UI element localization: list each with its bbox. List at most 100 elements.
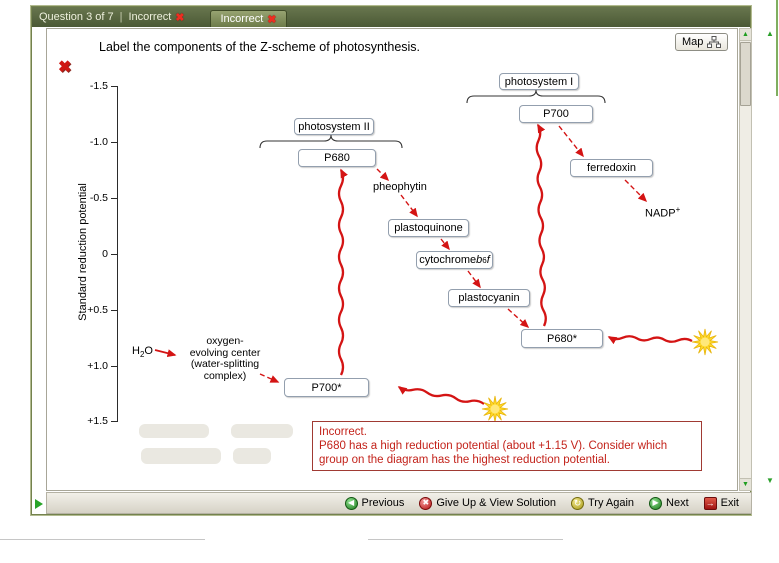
scroll-down-button[interactable]: ▼ <box>740 478 751 490</box>
y-tick <box>111 254 118 255</box>
y-tick <box>111 366 118 367</box>
titlebar-separator: | <box>119 11 123 23</box>
water-h: H <box>132 345 140 357</box>
feedback-body: P680 has a high reduction potential (abo… <box>319 440 668 466</box>
y-tick <box>111 142 118 143</box>
give-up-button[interactable]: ✖ Give Up & View Solution <box>419 496 556 510</box>
previous-label: Previous <box>361 497 405 509</box>
try-again-icon: ↻ <box>570 496 584 510</box>
answer-blank[interactable] <box>233 448 271 464</box>
y-tick-label: +1.0 <box>87 360 108 372</box>
label-box-plastocyanin[interactable]: plastocyanin <box>448 289 530 307</box>
player-toolbar: ◀ Previous ✖ Give Up & View Solution ↻ T… <box>46 492 752 514</box>
page-artifact <box>368 539 563 540</box>
eflow-p680-pheophytin <box>376 168 390 182</box>
next-button[interactable]: ▶ Next <box>649 496 689 510</box>
map-orgchart-icon <box>707 36 722 48</box>
excitation-arrow-ps1 <box>535 123 547 327</box>
oec-line: complex) <box>203 369 247 382</box>
label-box-p680-excited[interactable]: P680* <box>521 329 603 348</box>
oec-line: oxygen- <box>206 335 244 347</box>
oec-line: evolving center <box>189 346 261 359</box>
exit-icon: → <box>703 496 717 510</box>
cytochrome-sub: 6 <box>482 255 487 265</box>
light-arrow-right <box>607 335 693 345</box>
y-axis-line <box>117 86 118 421</box>
question-incorrect-x-icon: ✖ <box>58 59 72 76</box>
photosystem1-brace <box>466 89 606 104</box>
label-box-plastoquinone[interactable]: plastoquinone <box>388 219 469 237</box>
cytochrome-text: cytochrome <box>419 254 477 266</box>
sun-icon-right <box>691 328 719 356</box>
scroll-down-icon: ▼ <box>742 481 749 488</box>
exit-label: Exit <box>720 497 739 509</box>
tab-label: Incorrect <box>220 13 264 25</box>
eflow-pc-p680star <box>507 308 530 329</box>
nadp-text: NADP <box>645 207 676 220</box>
page-artifact <box>776 0 778 96</box>
sun-icon-left <box>481 395 509 423</box>
question-counter: Question 3 of 7 <box>39 11 114 23</box>
cytochrome-b: b <box>476 254 483 266</box>
play-indicator-icon <box>35 499 43 509</box>
player-window: Question 3 of 7 | Incorrect ✖ Incorrect … <box>31 6 752 515</box>
y-tick-label: -1.5 <box>89 80 108 92</box>
photosystem2-brace <box>259 134 403 149</box>
water-arrow <box>154 349 177 358</box>
incorrect-x-icon: ✖ <box>175 11 185 24</box>
water-o: O <box>144 345 153 357</box>
excitation-arrow-ps2 <box>337 168 348 376</box>
feedback-heading: Incorrect. <box>319 426 367 438</box>
cytochrome-f: f <box>486 254 490 266</box>
label-box-photosystem2[interactable]: photosystem II <box>294 118 374 135</box>
nadp-label: NADP+ <box>645 205 680 220</box>
label-box-p700[interactable]: P700 <box>519 105 593 123</box>
scroll-thumb[interactable] <box>740 42 751 106</box>
scroll-up-button[interactable]: ▲ <box>740 29 751 41</box>
y-tick-label: -0.5 <box>89 192 108 204</box>
question-prompt: Label the components of the Z-scheme of … <box>99 40 421 54</box>
outer-scroll-up-icon: ▲ <box>766 29 774 38</box>
water-label: H2O <box>132 345 153 359</box>
y-tick-label: +0.5 <box>87 304 108 316</box>
label-box-ferredoxin[interactable]: ferredoxin <box>570 159 653 177</box>
titlebar: Question 3 of 7 | Incorrect ✖ Incorrect … <box>32 7 750 27</box>
question-stage: Label the components of the Z-scheme of … <box>46 28 738 491</box>
next-label: Next <box>666 497 689 509</box>
oxygen-evolving-center-label: oxygen- evolving center (water-splitting… <box>173 335 277 382</box>
y-tick <box>111 310 118 311</box>
y-tick <box>111 198 118 199</box>
question-status: Incorrect <box>128 11 172 23</box>
pheophytin-label: pheophytin <box>373 181 427 193</box>
eflow-pheophytin-pq <box>400 194 418 218</box>
give-up-icon: ✖ <box>419 496 433 510</box>
exit-button[interactable]: → Exit <box>703 496 739 510</box>
y-tick <box>111 86 118 87</box>
y-tick <box>111 421 118 422</box>
y-tick-label: -1.0 <box>89 136 108 148</box>
map-button[interactable]: Map <box>675 33 729 51</box>
answer-blank[interactable] <box>139 424 209 438</box>
label-box-photosystem1[interactable]: photosystem I <box>499 73 579 90</box>
y-tick-label: 0 <box>102 248 108 260</box>
previous-button[interactable]: ◀ Previous <box>344 496 405 510</box>
try-again-label: Try Again <box>587 497 635 509</box>
oec-line: (water-splitting <box>190 358 260 370</box>
feedback-box: Incorrect. P680 has a high reduction pot… <box>312 421 702 471</box>
answer-blank[interactable] <box>141 448 221 464</box>
y-tick-label: +1.5 <box>87 415 108 427</box>
try-again-button[interactable]: ↻ Try Again <box>570 496 635 510</box>
eflow-p700-ferredoxin <box>558 125 584 158</box>
tab-incorrect-x-icon: ✖ <box>267 13 277 26</box>
label-box-p700-excited[interactable]: P700* <box>284 378 369 397</box>
label-box-p680[interactable]: P680 <box>298 149 376 167</box>
scrollbar: ▲ ▼ <box>739 28 752 491</box>
tab-incorrect-item[interactable]: Incorrect ✖ <box>210 10 287 27</box>
outer-scroll-down-icon: ▼ <box>766 476 774 485</box>
eflow-ferredoxin-nadp <box>624 179 648 203</box>
give-up-label: Give Up & View Solution <box>436 497 556 509</box>
answer-blank[interactable] <box>231 424 293 438</box>
eflow-pq-cytochrome <box>440 238 450 251</box>
nadp-sup: + <box>675 205 681 214</box>
